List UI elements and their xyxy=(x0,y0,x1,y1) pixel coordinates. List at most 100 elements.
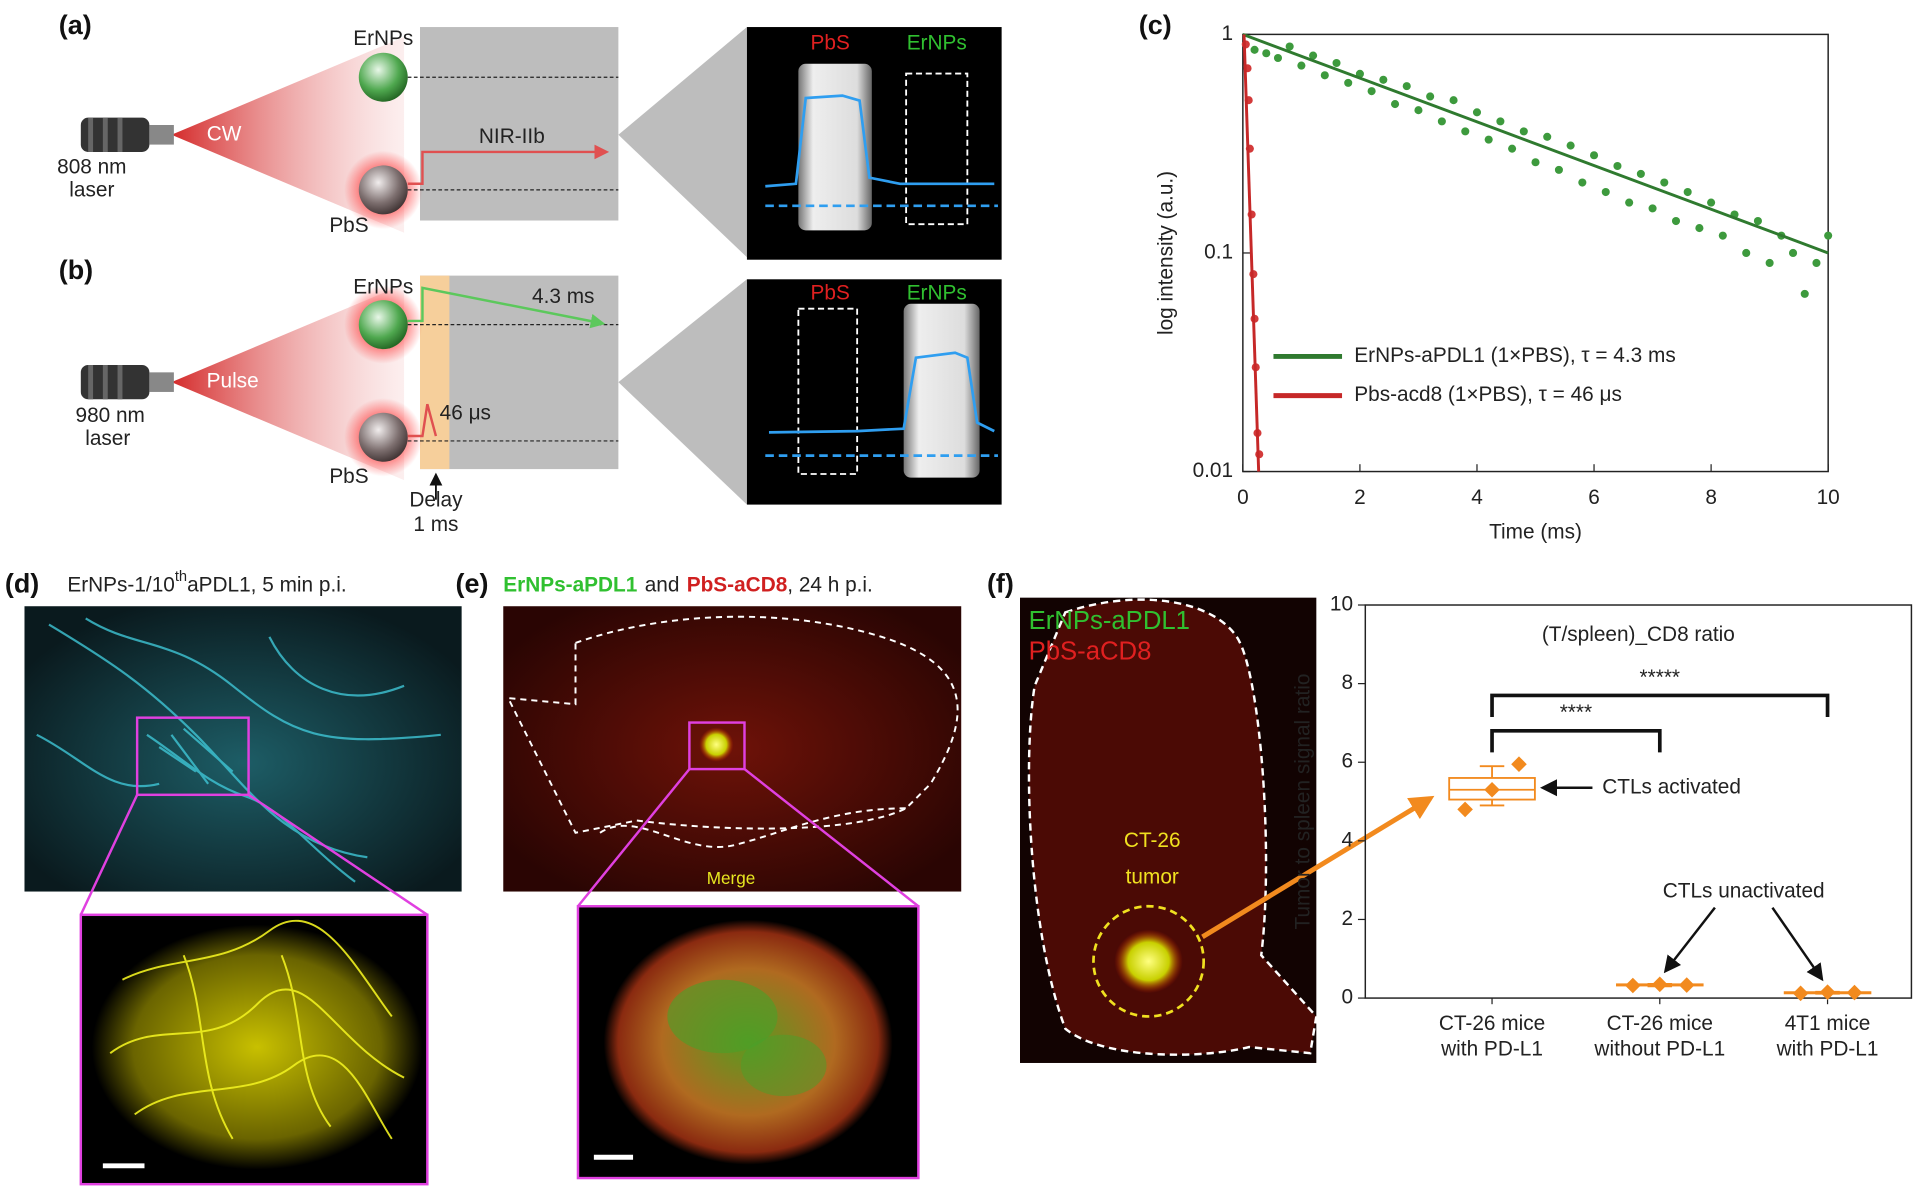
data-point xyxy=(1390,100,1400,109)
illustration-shape xyxy=(797,307,859,475)
data-point xyxy=(1332,58,1341,68)
title-part: and xyxy=(645,573,680,596)
image-label: PbS xyxy=(811,281,850,304)
y-tick-label: 0.1 xyxy=(1204,240,1233,263)
particle-label: PbS xyxy=(329,214,368,237)
illustration-shape xyxy=(688,721,746,771)
illustration-shape xyxy=(117,117,123,152)
image-label: ErNPs-aPDL1 xyxy=(1029,607,1190,635)
data-point xyxy=(1297,61,1306,70)
illustration-shape xyxy=(88,365,94,400)
particle-label: ErNPs xyxy=(353,27,413,50)
tumor-label: CT-26 xyxy=(1124,829,1181,852)
x-tick-label: 4 xyxy=(1471,486,1483,509)
panel-label: (e) xyxy=(456,569,489,599)
laser-label: laser xyxy=(69,179,114,202)
x-tick-label: 8 xyxy=(1705,486,1717,509)
data-point xyxy=(1742,248,1751,258)
illustration-shape xyxy=(91,924,423,1170)
data-point xyxy=(1484,135,1493,144)
illustration-shape xyxy=(905,72,969,226)
data-point xyxy=(1718,231,1727,240)
illustration-shape xyxy=(903,303,980,478)
series xyxy=(1241,34,1264,472)
annotation: CTLs unactivated xyxy=(1663,879,1825,902)
data-point xyxy=(1402,82,1411,91)
chart-title: (T/spleen)_CD8 ratio xyxy=(1542,623,1735,646)
tumor-label: tumor xyxy=(1126,866,1179,889)
data-point xyxy=(1531,158,1540,167)
panel-a: ErNPs PbS CW 808 nm laser NIR-IIb PbS Er… xyxy=(57,27,1002,260)
illustration-shape xyxy=(80,365,150,400)
illustration-shape xyxy=(79,794,139,916)
data-point xyxy=(1792,985,1809,1002)
data-point xyxy=(1379,75,1388,84)
illustration-shape xyxy=(618,27,747,258)
overlay-label: Merge xyxy=(707,868,756,888)
annotation: CTLs activated xyxy=(1602,775,1741,798)
data-point xyxy=(1273,53,1283,63)
illustration-shape xyxy=(135,716,250,797)
illustration-shape xyxy=(420,27,619,221)
illustration-shape xyxy=(667,979,778,1054)
data-point xyxy=(1519,127,1528,136)
panel-label: (f) xyxy=(987,569,1014,599)
panel-b: ErNPs PbS Pulse 980 nm laser 4.3 ms 46 μ… xyxy=(76,275,1002,536)
laser-label: 808 nm xyxy=(57,155,126,178)
title-superscript: th xyxy=(175,569,187,585)
data-point xyxy=(1437,117,1446,126)
significance-bracket xyxy=(1490,728,1662,753)
x-tick-label: 2 xyxy=(1354,486,1366,509)
illustration-shape xyxy=(146,733,356,883)
data-point xyxy=(1812,258,1821,268)
data-point xyxy=(1601,188,1610,197)
illustration-shape xyxy=(109,919,405,1140)
delay-label: Delay xyxy=(409,488,463,511)
data-point xyxy=(1309,51,1318,60)
y-axis-label: Tumor to spleen signal ratio xyxy=(1292,674,1315,930)
data-point xyxy=(1285,42,1294,51)
significance-label: ***** xyxy=(1640,666,1680,689)
illustration-shape xyxy=(182,954,234,1140)
lifetime-label: 46 μs xyxy=(440,401,491,424)
data-point xyxy=(1590,151,1599,160)
illustration-shape xyxy=(122,919,393,1018)
title-part: aPDL1, 5 min p.i. xyxy=(187,573,347,596)
illustration-shape xyxy=(36,733,160,788)
data-point xyxy=(1636,169,1645,178)
illustration-shape xyxy=(1027,598,1318,1056)
fit-line xyxy=(1242,33,1829,255)
data-point xyxy=(1695,224,1704,233)
data-point xyxy=(1578,178,1587,187)
x-tick-label-box: CT-26 mice without PD-L1 xyxy=(1594,1012,1725,1061)
illustration-shape xyxy=(102,365,108,400)
data-point xyxy=(1678,977,1695,993)
illustration-shape xyxy=(798,63,872,231)
illustration-shape xyxy=(765,94,995,188)
delay-label: 1 ms xyxy=(413,513,458,536)
illustration-shape xyxy=(158,727,234,785)
illustration-shape xyxy=(618,279,747,505)
illustration-shape xyxy=(743,768,920,908)
charts: 0 2 4 6 8 10 0.01 0.1 1 Time (ms) log intensity (a… xyxy=(1154,22,1913,1061)
panel-label: (d) xyxy=(5,569,39,599)
y-tick-label: 2 xyxy=(1341,907,1353,930)
lifetime-label: 4.3 ms xyxy=(532,285,594,308)
mode-label: Pulse xyxy=(207,370,259,393)
illustration-shape xyxy=(358,300,408,350)
particle-label: ErNPs xyxy=(353,275,413,298)
illustration-shape xyxy=(577,768,691,908)
y-tick-label: 4 xyxy=(1341,828,1353,851)
illustration-shape xyxy=(80,117,150,152)
panel-label: (c) xyxy=(1139,10,1172,40)
illustration-shape xyxy=(768,351,995,434)
illustration-shape xyxy=(407,286,606,329)
emission-label: NIR-IIb xyxy=(479,125,545,148)
panel-f-image: ErNPs-aPDL1 PbS-aCD8 CT-26 tumor xyxy=(1020,597,1435,1063)
data-point xyxy=(1671,216,1681,226)
data-point xyxy=(1648,204,1657,213)
illustration-shape xyxy=(1092,904,1206,1018)
data-point xyxy=(1566,141,1575,150)
data-point xyxy=(1250,45,1259,54)
